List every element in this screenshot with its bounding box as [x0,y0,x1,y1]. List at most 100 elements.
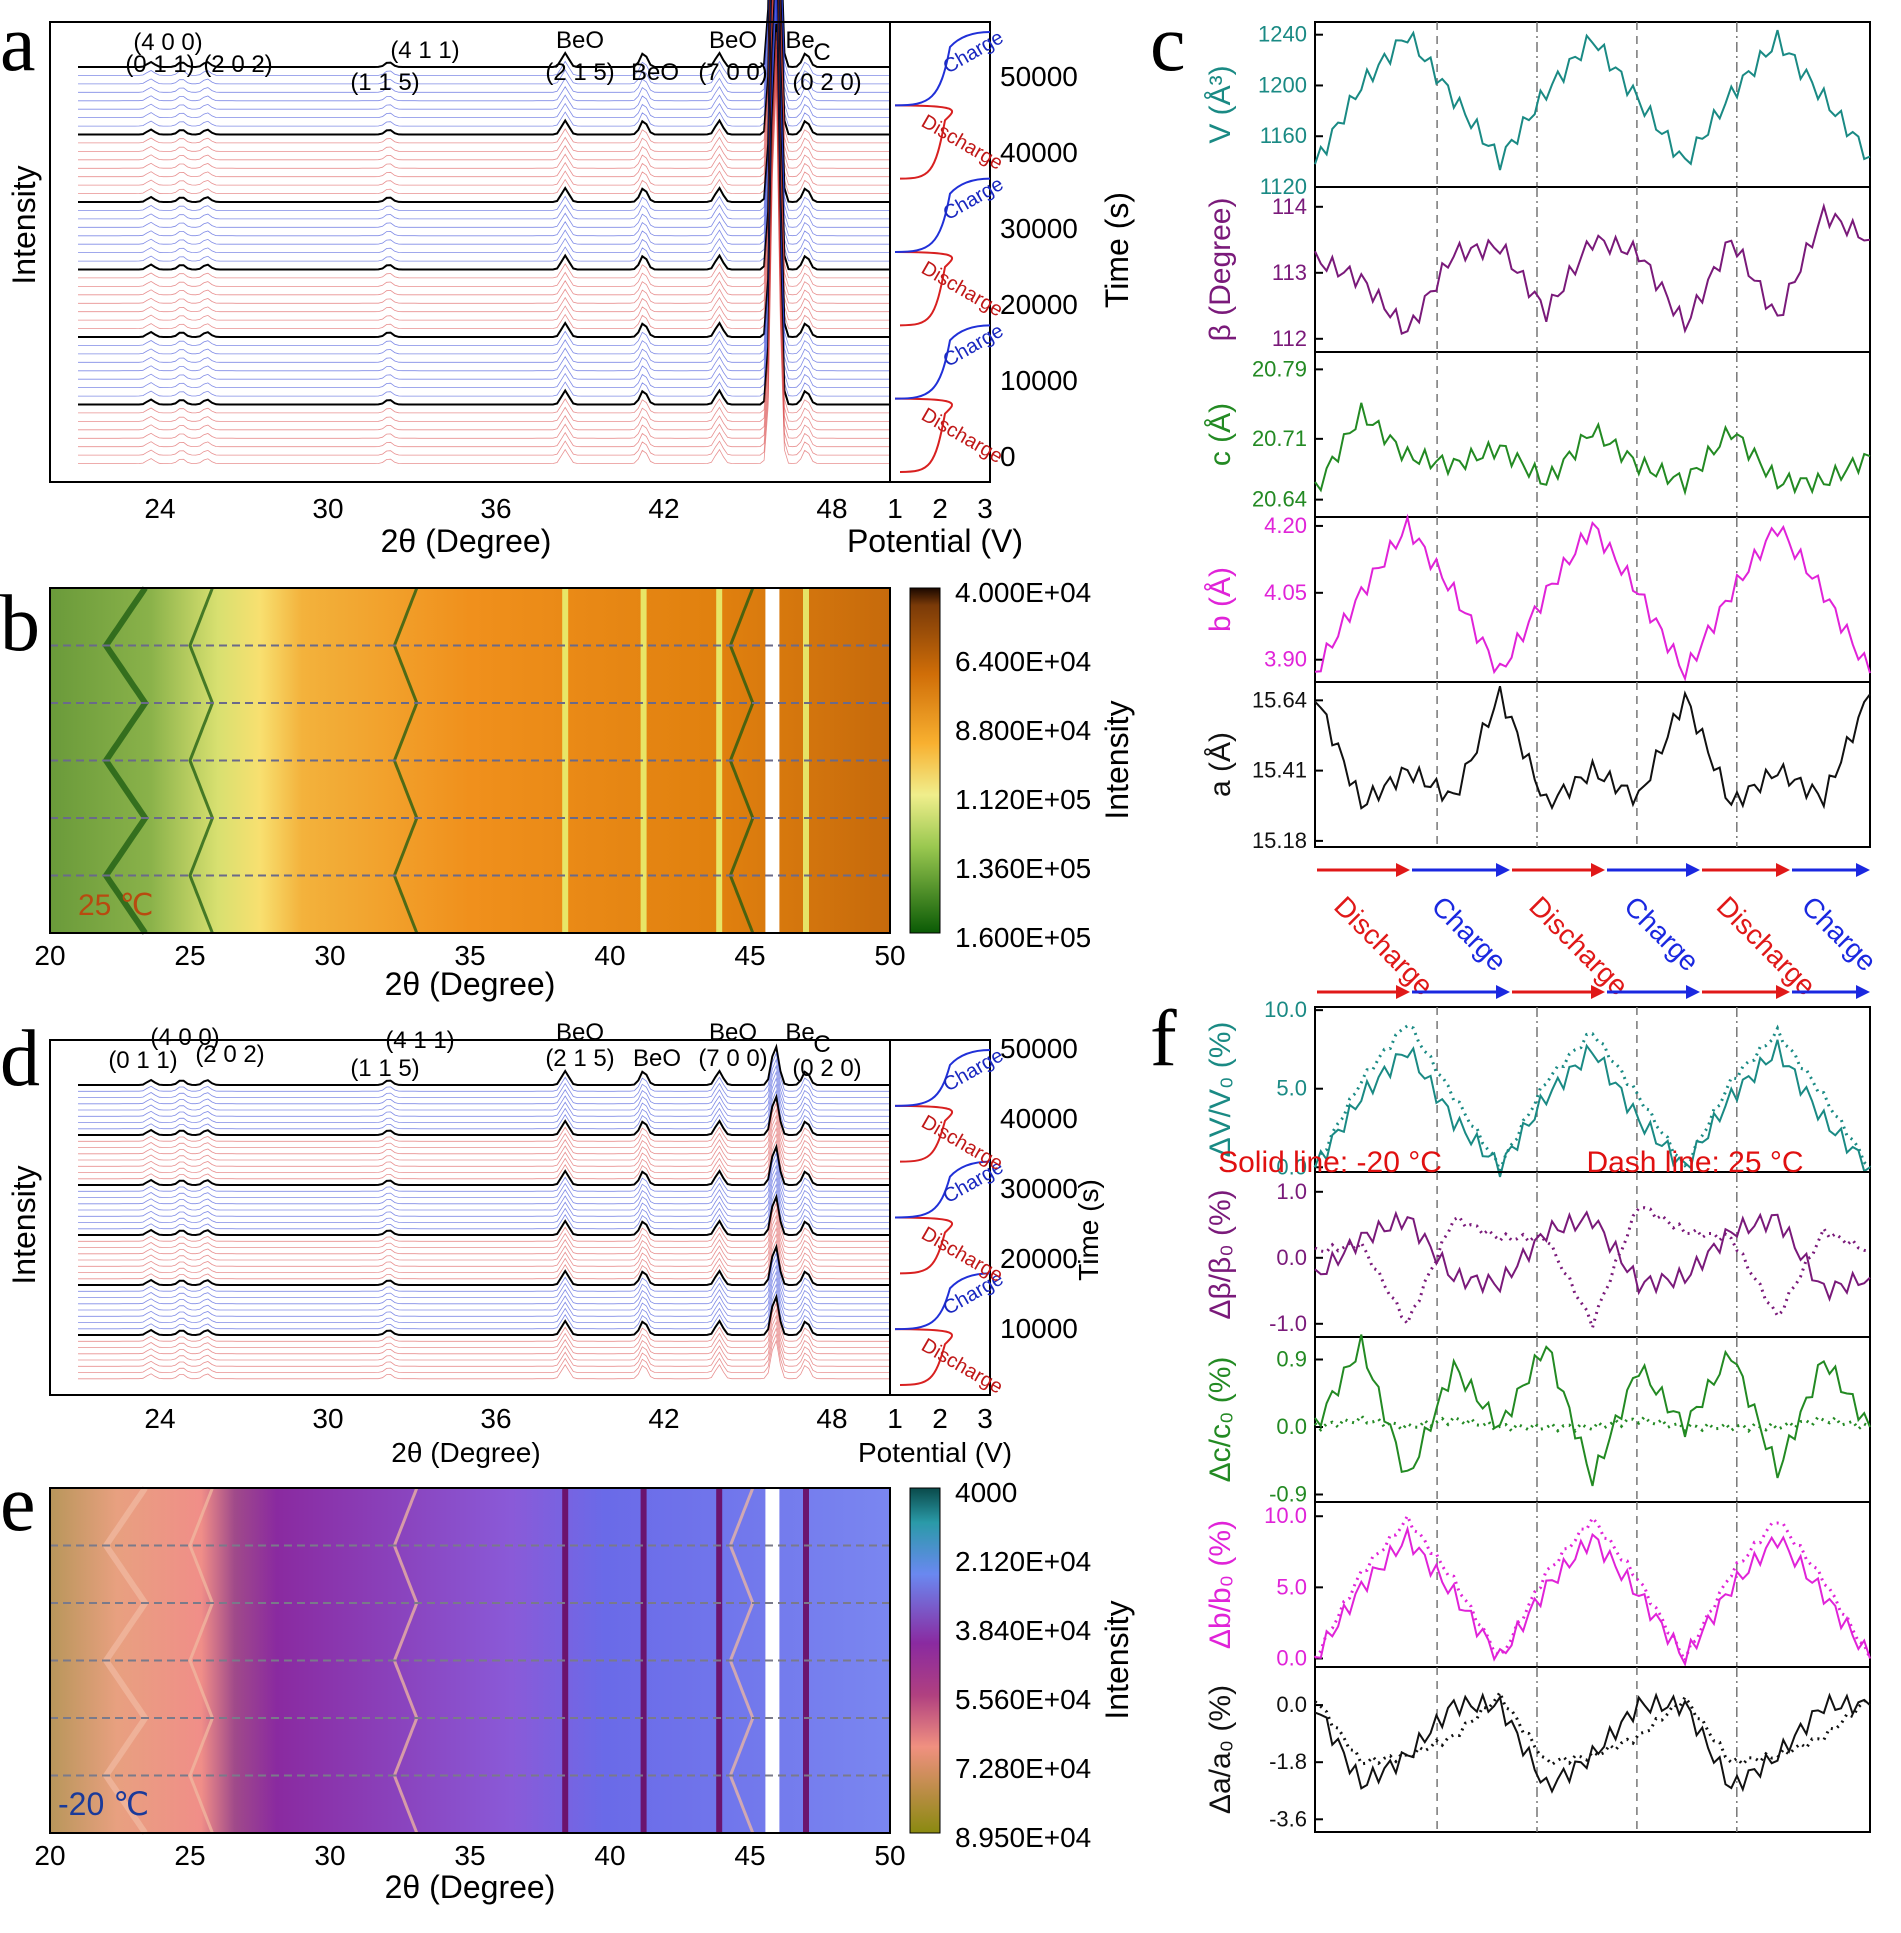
pattern-line [78,0,890,279]
d-pot-tick-1: 1 [887,1403,903,1434]
charge-curve [894,1272,991,1331]
arrow-head [1686,985,1700,999]
discharge-curve [894,1104,953,1163]
pattern-line [78,0,890,93]
pattern-line [78,82,890,464]
y-tick-label: 112 [1272,326,1307,351]
process-label: Charge [1618,890,1705,977]
pattern-line [78,1051,890,1092]
series-line [1314,1525,1871,1667]
d-peak-115: (1 1 5) [350,1055,419,1082]
pattern-line [78,0,890,204]
pattern-line [78,74,890,456]
cb-b-tick-3: 1.120E+05 [955,784,1091,815]
series-line [1314,1692,1871,1794]
y-tick-label: 20.71 [1252,426,1307,451]
panel-a: a Intensity 24 30 36 42 48 2θ (Degree) 1… [0,0,1135,559]
heatmap-features-b [50,586,890,935]
arrow-head [1856,863,1870,877]
pattern-line [78,1339,890,1380]
e-x-tick-45: 45 [734,1840,765,1871]
subplot-frame [1314,1171,1871,1338]
panel-label-d: d [0,1015,40,1103]
charge-curve [894,324,991,400]
y-axis-label: Δβ/β₀ (%) [1204,1189,1237,1319]
temperature-b: 25 ℃ [78,889,153,922]
y-tick-label: -1.0 [1269,1311,1307,1336]
series-line [1314,1039,1871,1178]
pattern-line [78,65,890,448]
discharge-curve [894,1216,953,1275]
pattern-line [78,0,890,211]
colorbar-ticks-e: 4000 2.120E+04 3.840E+04 5.560E+04 7.280… [955,1477,1091,1853]
pattern-line [78,1170,890,1211]
heatmap-frame-e [49,1487,891,1834]
pot-tick-1: 1 [887,493,903,524]
d-peak-beo-215-index: (2 1 5) [545,1045,614,1072]
pattern-line [78,15,890,397]
pattern-line [78,0,890,355]
arrow-head [1496,863,1510,877]
e-x-tick-40: 40 [594,1840,625,1871]
y-tick-label: 15.41 [1252,758,1307,783]
y-tick-label: 1160 [1260,123,1307,148]
heatmap-frame-b [49,587,891,934]
arrow-head [1776,985,1790,999]
subplot-frame [1314,1666,1871,1833]
peak-trace [188,1487,215,1834]
pot-tick-2: 2 [932,493,948,524]
pattern-line [78,0,890,110]
peak-annotations-a: (4 0 0) (0 1 1) (2 0 2) (4 1 1) (1 1 5) … [125,27,861,96]
x-ticks-d: 24 30 36 42 48 [144,1403,847,1434]
pattern-line [78,1264,890,1305]
pattern-line [78,0,890,127]
pattern-line [78,1270,890,1311]
pattern-line [78,0,890,228]
y-axis-label: β (Degree) [1204,198,1237,342]
arrow-head [1591,985,1605,999]
arrow-head [1591,863,1605,877]
colorbar-label-b: Intensity [1099,700,1135,819]
x-label-b: 2θ (Degree) [385,966,556,1002]
potential-label-d: Potential (V) [858,1437,1012,1468]
series-line [1314,1334,1871,1487]
x-label-e: 2θ (Degree) [385,1869,556,1905]
x-label-a: 2θ (Degree) [381,523,552,559]
lattice-plots-c: 1240 1200 1160 1120 V (Å³) 114 113 112 β (Degree… [1204,21,1871,853]
d-x-tick-24: 24 [144,1403,175,1434]
pattern-line [78,0,890,69]
pattern-line [78,0,890,169]
panel-label-b: b [0,580,40,668]
pattern-line [78,1257,890,1298]
x-ticks-e: 20 25 30 35 40 45 50 [34,1840,905,1871]
y-tick-label: 0.9 [1276,1347,1307,1372]
potential-ticks-d: 1 2 3 [887,1403,993,1434]
pattern-line [78,0,890,186]
peak-115: (1 1 5) [350,69,419,96]
e-x-tick-50: 50 [874,1840,905,1871]
peak-411: (4 1 1) [390,37,459,64]
pattern-line [78,1201,890,1242]
pattern-line [78,0,890,194]
cb-e-tick-5: 8.950E+04 [955,1822,1091,1853]
panel-d: d Intensity 24 30 36 42 48 2θ (Degree) 1… [0,1015,1104,1468]
subplot-frame [1314,186,1871,353]
charge-curve [894,31,991,107]
process-label: Charge [1796,890,1883,977]
d-pot-tick-2: 2 [932,1403,948,1434]
heatmap-features-e [50,1486,890,1835]
pattern-line [78,1064,890,1105]
b-x-tick-35: 35 [454,940,485,971]
e-x-tick-25: 25 [174,1840,205,1871]
pattern-line [78,1107,890,1148]
cb-b-tick-5: 1.600E+05 [955,922,1091,953]
y-tick-label: 1.0 [1276,1179,1307,1204]
panel-c: c 1240 1200 1160 1120 V (Å³) 114 113 112 β (Degr… [1150,0,1883,1001]
y-tick-label: 1240 [1258,22,1307,47]
peak-bec: C [813,39,830,66]
y-label-a: Intensity [6,165,42,284]
pattern-line [78,1314,890,1355]
y-tick-label: 0.0 [1276,1645,1307,1670]
